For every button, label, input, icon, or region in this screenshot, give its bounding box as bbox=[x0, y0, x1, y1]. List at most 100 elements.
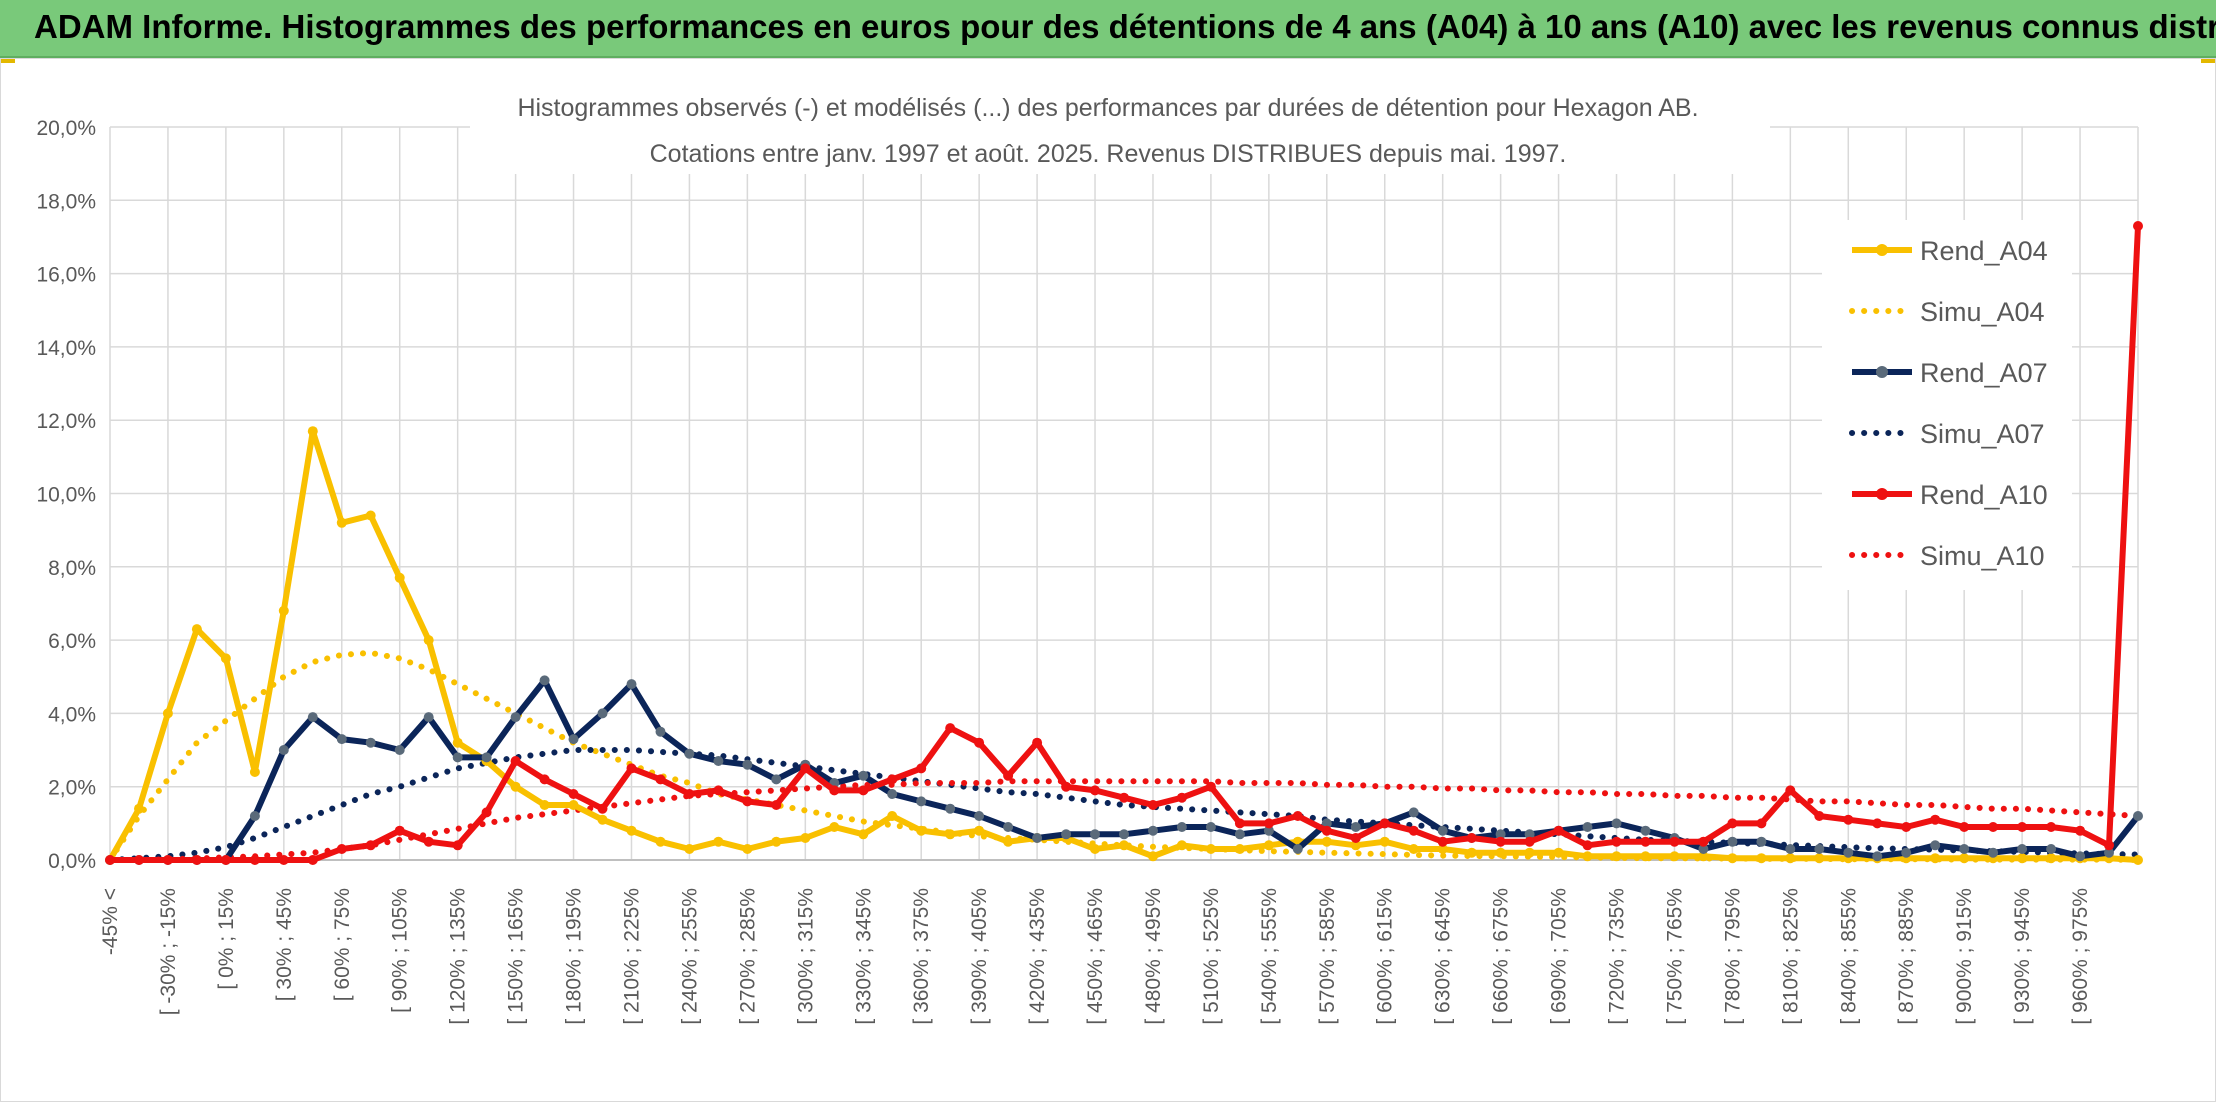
series-rend-a07-point bbox=[336, 734, 347, 745]
series-rend-a10-point bbox=[105, 855, 115, 865]
series-simu-a04-line bbox=[107, 649, 2141, 863]
series-rend-a10-point bbox=[597, 803, 608, 814]
series-rend-a10-point bbox=[1524, 836, 1535, 847]
series-rend-a04-point bbox=[1756, 853, 1767, 864]
series-rend-a10-point bbox=[481, 807, 492, 818]
series-rend-a04-point bbox=[829, 822, 840, 832]
series-rend-a10-point bbox=[394, 825, 405, 836]
series-rend-a10-point bbox=[1553, 825, 1564, 836]
series-rend-a07-point bbox=[1437, 825, 1448, 836]
series-rend-a10-point bbox=[1321, 825, 1332, 836]
legend-marker-rend-a07 bbox=[1876, 366, 1888, 378]
series-rend-a04-point bbox=[945, 829, 956, 840]
series-rend-a04-point bbox=[597, 814, 608, 825]
series-rend-a10-point bbox=[945, 723, 956, 734]
series-rend-a07-point bbox=[1032, 833, 1043, 843]
series-rend-a04-point bbox=[1321, 836, 1332, 847]
series-rend-a10-point bbox=[771, 800, 782, 810]
x-tick-label: [ 180% ; 195% bbox=[563, 888, 586, 1025]
series-rend-a04-point bbox=[394, 572, 405, 583]
series-rend-a07-point bbox=[1003, 822, 1014, 832]
x-tick-label: [ 720% ; 735% bbox=[1606, 888, 1629, 1025]
series-rend-a07-point bbox=[1814, 844, 1825, 854]
y-tick-label: 0,0% bbox=[48, 850, 96, 873]
x-tick-label: [ 90% ; 105% bbox=[389, 888, 412, 1013]
x-tick-label: -45% < bbox=[99, 888, 122, 955]
series-rend-a10-point bbox=[713, 785, 724, 796]
series-rend-a04-point bbox=[568, 800, 579, 810]
series-rend-a04-point bbox=[771, 836, 782, 847]
x-tick-label: [ 270% ; 285% bbox=[736, 888, 759, 1025]
series-rend-a07-point bbox=[481, 752, 492, 763]
series-rend-a10-point bbox=[1495, 836, 1506, 847]
series-rend-a04-point bbox=[278, 605, 289, 616]
series-rend-a10-point bbox=[510, 756, 521, 766]
y-tick-label: 6,0% bbox=[48, 630, 96, 653]
series-rend-a04-point bbox=[1698, 851, 1709, 862]
x-tick-label: [ 0% ; 15% bbox=[215, 888, 238, 990]
series-rend-a07-point bbox=[1988, 847, 1999, 858]
y-tick-label: 14,0% bbox=[36, 337, 96, 360]
series-rend-a10-point bbox=[800, 763, 811, 774]
x-tick-label: [ 660% ; 675% bbox=[1490, 888, 1513, 1025]
y-tick-label: 18,0% bbox=[36, 190, 96, 213]
series-rend-a04-point bbox=[1495, 847, 1506, 858]
series-rend-a04-point bbox=[713, 836, 724, 847]
x-tick-label: [ 510% ; 525% bbox=[1200, 888, 1223, 1025]
x-tick-label: [ 360% ; 375% bbox=[910, 888, 933, 1025]
series-simu-a07-line bbox=[107, 747, 2141, 863]
legend-label-simu-a07: Simu_A07 bbox=[1920, 419, 2045, 449]
legend-label-rend-a10: Rend_A10 bbox=[1920, 480, 2048, 510]
series-rend-a10-point bbox=[1466, 833, 1477, 843]
series-rend-a07-point bbox=[858, 770, 869, 781]
y-tick-label: 16,0% bbox=[36, 264, 96, 287]
series-rend-a07-point bbox=[2017, 844, 2028, 854]
series-rend-a04-point bbox=[307, 426, 318, 437]
series-rend-a07-point bbox=[1901, 847, 1912, 858]
series-rend-a10-point bbox=[916, 763, 927, 774]
chart-title-group: Histogrammes observés (-) et modélisés (… bbox=[470, 84, 1770, 174]
series-rend-a10-point bbox=[1234, 818, 1245, 829]
series-rend-a07-point bbox=[626, 679, 637, 690]
y-tick-label: 20,0% bbox=[36, 117, 96, 140]
series-rend-a10-point bbox=[1205, 781, 1216, 792]
axes: 0,0% 2,0% 4,0% 6,0% 8,0% 10,0% 12,0% 14,0% 16,0%… bbox=[36, 117, 2138, 1025]
series-rend-a07-point bbox=[974, 811, 985, 821]
x-tick-label: [ 630% ; 645% bbox=[1432, 888, 1455, 1025]
series-rend-a07-point bbox=[539, 675, 550, 686]
series-rend-a10-point bbox=[278, 855, 289, 865]
series-rend-a04-point bbox=[510, 781, 521, 792]
series-rend-a10-point bbox=[249, 855, 260, 865]
series-rend-a04-point bbox=[2046, 853, 2057, 864]
series-rend-a04-point bbox=[1524, 847, 1535, 858]
series-rend-a04-point bbox=[249, 767, 260, 777]
x-tick-label: [ 60% ; 75% bbox=[331, 888, 354, 1001]
series-rend-a07-point bbox=[510, 712, 521, 723]
x-tick-label: [ 480% ; 495% bbox=[1142, 888, 1165, 1025]
x-tick-label: [ 600% ; 615% bbox=[1374, 888, 1397, 1025]
series-rend-a10-point bbox=[655, 774, 666, 785]
series-rend-a07-point bbox=[1350, 822, 1361, 832]
series-rend-a04-point bbox=[539, 800, 550, 810]
series-rend-a07-point bbox=[1090, 829, 1100, 840]
series-rend-a07-point bbox=[1524, 829, 1535, 840]
series-rend-a07-point bbox=[2133, 811, 2143, 821]
x-tick-label: [ 930% ; 945% bbox=[2011, 888, 2034, 1025]
series-rend-a04-point bbox=[800, 833, 811, 843]
series-rend-a04-point bbox=[1930, 853, 1941, 864]
series-rend-a10-point bbox=[1148, 800, 1158, 810]
series-rend-a04-point bbox=[2017, 853, 2028, 864]
series-rend-a10-point bbox=[220, 855, 231, 865]
series-rend-a10-point bbox=[134, 855, 144, 865]
series-rend-a04-point bbox=[365, 510, 376, 521]
series-rend-a10-point bbox=[626, 763, 637, 774]
series-rend-a07-point bbox=[1176, 822, 1187, 832]
series-rend-a10-point bbox=[1437, 836, 1448, 847]
series-rend-a04-point bbox=[452, 737, 463, 748]
x-tick-label: [ 750% ; 765% bbox=[1663, 888, 1686, 1025]
series-rend-a07-point bbox=[597, 708, 608, 719]
series-rend-a10-point bbox=[162, 855, 173, 865]
series-rend-a10-point bbox=[1756, 818, 1767, 829]
y-tick-label: 4,0% bbox=[48, 703, 96, 726]
